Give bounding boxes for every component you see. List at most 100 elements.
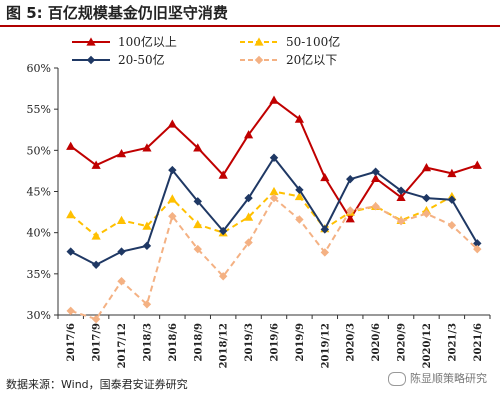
x-tick-label: 2021/6: [473, 323, 484, 361]
data-point: [269, 95, 279, 104]
data-point: [91, 314, 101, 324]
series-line: [70, 197, 478, 321]
y-tick-label: 40%: [27, 227, 51, 240]
title-underline: [0, 25, 500, 27]
y-tick-label: 50%: [27, 144, 51, 157]
data-point: [269, 186, 279, 196]
data-point: [66, 247, 75, 256]
x-tick-label: 2018/6: [168, 323, 179, 361]
wechat-logo-icon: [388, 372, 406, 386]
figure-label: 图 5:: [6, 4, 43, 22]
data-point: [396, 186, 406, 195]
x-tick-label: 2019/6: [270, 323, 281, 361]
x-tick-label: 2020/9: [397, 323, 408, 361]
x-tick-label: 2017/9: [92, 323, 103, 361]
line-chart: 30% 35% 40% 45% 50% 55% 60% 2017/6 2017/9 2017/12…: [27, 34, 491, 368]
data-point: [167, 119, 177, 128]
data-point: [142, 143, 152, 152]
data-point: [243, 130, 254, 139]
series-line: [70, 190, 453, 237]
data-point: [473, 244, 482, 254]
data-point: [168, 165, 177, 175]
x-tick-label: 2020/12: [422, 323, 433, 368]
watermark-text: 陈显顺策略研究: [410, 372, 487, 385]
data-point: [294, 114, 305, 123]
y-tick-label: 55%: [27, 103, 51, 116]
x-tick-label: 2021/3: [447, 323, 458, 361]
data-point: [472, 160, 482, 169]
data-point: [193, 244, 202, 254]
data-point: [396, 192, 406, 201]
legend-marker: [254, 37, 264, 46]
data-point: [167, 194, 177, 203]
x-tick-label: 2019/9: [295, 323, 306, 361]
legend-marker: [254, 55, 264, 65]
data-point: [421, 163, 432, 172]
x-tick-label: 2018/12: [219, 323, 230, 368]
x-tick-label: 2019/12: [320, 323, 331, 368]
data-point: [295, 215, 304, 224]
x-tick-label: 2017/12: [117, 323, 128, 368]
data-point: [447, 168, 457, 178]
data-point: [116, 215, 127, 224]
data-point: [320, 248, 330, 257]
y-tick-label: 35%: [27, 268, 51, 281]
data-point: [396, 216, 406, 226]
data-point: [66, 209, 76, 219]
data-point: [66, 141, 76, 150]
data-point: [422, 209, 431, 218]
data-point: [193, 143, 203, 152]
data-point: [218, 272, 228, 281]
data-point: [168, 212, 177, 221]
data-point: [473, 239, 482, 248]
data-point: [91, 160, 101, 169]
figure-title: 图 5: 百亿规模基金仍旧坚守消费: [6, 2, 228, 23]
data-point: [244, 193, 253, 203]
data-point: [142, 300, 152, 309]
data-point: [218, 170, 228, 179]
data-point: [193, 219, 203, 229]
data-point: [447, 221, 457, 230]
x-tick-label: 2018/9: [193, 323, 204, 361]
x-tick-label: 2019/3: [244, 323, 255, 361]
data-point: [320, 172, 330, 182]
x-tick-label: 2020/3: [346, 323, 357, 361]
y-tick-label: 60%: [27, 62, 51, 75]
data-point: [371, 167, 380, 176]
figure-header: 图 5: 百亿规模基金仍旧坚守消费: [0, 0, 500, 27]
legend-label: 20亿以下: [286, 52, 337, 67]
data-point: [346, 206, 355, 215]
data-point: [66, 306, 75, 316]
data-point: [346, 174, 355, 184]
legend-label: 20-50亿: [118, 52, 165, 67]
y-tick-label: 30%: [27, 309, 51, 322]
data-point: [193, 197, 202, 206]
data-point: [320, 225, 330, 234]
data-point: [422, 193, 431, 203]
data-point: [269, 153, 279, 162]
data-point: [295, 185, 304, 195]
legend-marker: [86, 55, 96, 65]
series-line: [70, 156, 479, 266]
data-point: [91, 260, 101, 269]
data-point: [142, 221, 152, 230]
data-point: [117, 247, 126, 256]
data-point: [371, 202, 380, 211]
data-point: [244, 238, 253, 247]
x-tick-label: 2020/6: [371, 323, 382, 361]
x-tick-label: 2017/6: [66, 323, 77, 361]
data-point: [269, 193, 279, 203]
data-point: [117, 277, 126, 286]
legend-label: 100亿以上: [118, 34, 177, 49]
data-point: [142, 241, 152, 251]
data-point: [371, 173, 381, 183]
figure-title-text: 百亿规模基金仍旧坚守消费: [47, 4, 228, 22]
x-tick-label: 2018/3: [142, 323, 153, 361]
data-point: [294, 191, 305, 201]
data-point: [218, 226, 228, 236]
watermark: 陈显顺策略研究: [388, 370, 487, 386]
data-point: [116, 149, 127, 158]
legend-marker: [86, 37, 96, 46]
data-point: [91, 231, 101, 240]
data-point: [243, 212, 254, 221]
